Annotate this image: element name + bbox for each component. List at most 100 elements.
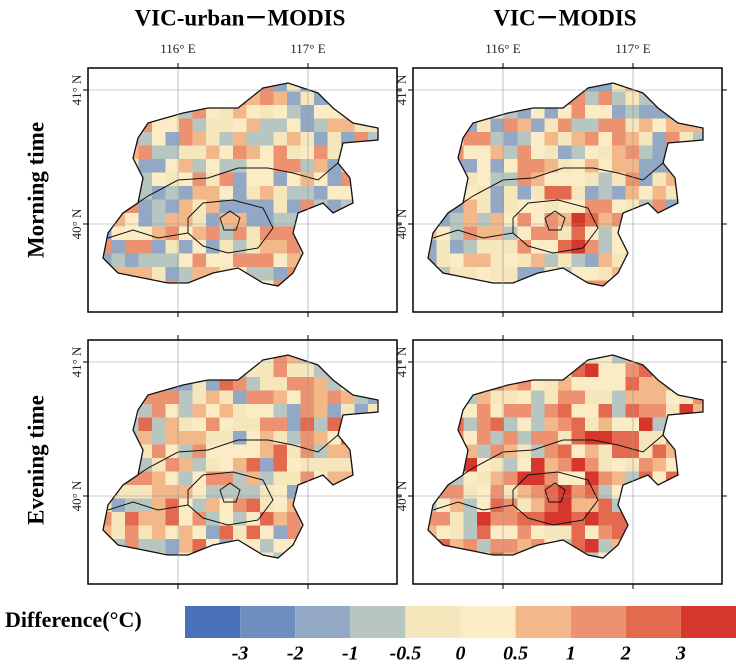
grid-cell	[544, 240, 559, 254]
lat-label: 40° N	[394, 480, 409, 511]
grid-cell	[192, 498, 207, 513]
grid-cell	[490, 159, 505, 173]
grid-cell	[585, 186, 599, 200]
grid-cell	[192, 240, 207, 254]
grid-cell	[598, 226, 613, 241]
grid-cell	[192, 404, 207, 418]
grid-cell	[585, 226, 599, 241]
district-line	[187, 471, 274, 526]
grid-cell	[138, 132, 153, 146]
grid-cell	[625, 431, 640, 445]
grid-cell	[463, 485, 478, 499]
grid-cell	[463, 226, 478, 241]
grid-cell	[517, 431, 532, 445]
grid-cell	[490, 390, 505, 405]
grid-cell	[477, 404, 491, 418]
grid-cell	[612, 159, 626, 173]
grid-cell	[531, 485, 545, 499]
grid-cell	[327, 186, 342, 200]
grid-cell	[206, 226, 220, 241]
grid-cell	[558, 444, 572, 459]
grid-cell	[585, 404, 599, 418]
grid-cell	[652, 186, 667, 200]
grid-cell	[639, 458, 653, 472]
grid-cell	[598, 91, 613, 106]
grid-cell	[152, 132, 166, 146]
grid-cell	[246, 525, 261, 540]
grid-cell	[152, 539, 166, 553]
grid-cell	[517, 512, 532, 526]
grid-cell	[585, 431, 599, 445]
grid-cell	[246, 199, 261, 214]
grid-cell	[206, 458, 220, 472]
row-title: Morning time	[23, 122, 48, 258]
region-outline	[427, 354, 704, 559]
grid-cell	[103, 525, 112, 540]
grid-cell	[246, 105, 261, 119]
district-line	[432, 229, 514, 239]
grid-cell	[504, 390, 518, 405]
lat-label: 40° N	[394, 208, 409, 239]
grid-cell	[598, 186, 613, 200]
grid-cell	[287, 390, 301, 405]
grid-cell	[463, 471, 478, 486]
grid-cell	[233, 390, 247, 405]
grid-cell	[273, 172, 288, 187]
grid-cell	[571, 186, 586, 200]
grid-cell	[179, 253, 193, 268]
panel-frame	[87, 67, 398, 313]
lat-label: 40° N	[69, 208, 84, 239]
grid-cell	[490, 458, 505, 472]
grid-cell	[165, 132, 180, 146]
grid-cell	[490, 498, 505, 513]
grid-cell	[463, 186, 478, 200]
lon-label: 117° E	[290, 41, 325, 56]
grid-cell	[260, 118, 274, 133]
grid-cell	[287, 471, 301, 486]
region-outline	[427, 82, 704, 287]
grid-cell	[206, 159, 220, 173]
grid-cell	[625, 458, 640, 472]
colorbar-swatch	[405, 606, 461, 638]
grid-cell	[612, 390, 626, 405]
grid-cell	[612, 471, 626, 486]
colorbar-swatch	[515, 606, 571, 638]
grid-cell	[138, 471, 153, 486]
grid-cell	[571, 226, 586, 241]
grid-cell	[179, 431, 193, 445]
grid-cell	[450, 240, 464, 254]
grid-cell	[287, 91, 301, 106]
grid-cell	[585, 539, 599, 553]
grid-cell	[233, 417, 247, 432]
grid-cell	[219, 145, 234, 160]
grid-cell	[138, 186, 153, 200]
grid-cell	[544, 199, 559, 214]
grid-cell	[273, 525, 288, 540]
lat-label: 41° N	[69, 346, 84, 377]
grid-cell	[219, 199, 234, 214]
colorbar-swatch	[295, 606, 351, 638]
grid-cell	[246, 186, 261, 200]
grid-cell	[179, 145, 193, 160]
grid-cell	[571, 199, 586, 214]
grid-cell	[219, 390, 234, 405]
grid-cell	[639, 444, 653, 459]
grid-cell	[206, 253, 220, 268]
grid-cell	[152, 404, 166, 418]
grid-cell	[165, 512, 180, 526]
region-outline	[102, 82, 379, 287]
grid-cell	[125, 485, 139, 499]
grid-cell	[165, 159, 180, 173]
grid-cell	[219, 213, 234, 227]
grid-cell	[327, 390, 342, 405]
grid-cell	[300, 431, 315, 445]
grid-cell	[206, 444, 220, 459]
grid-cell	[477, 539, 491, 553]
grid-cell	[558, 186, 572, 200]
grid-cell	[206, 512, 220, 526]
grid-cell	[585, 525, 599, 540]
grid-cell	[233, 118, 247, 133]
grid-cell	[598, 355, 613, 364]
grid-cell	[517, 417, 532, 432]
grid-cell	[138, 525, 153, 540]
